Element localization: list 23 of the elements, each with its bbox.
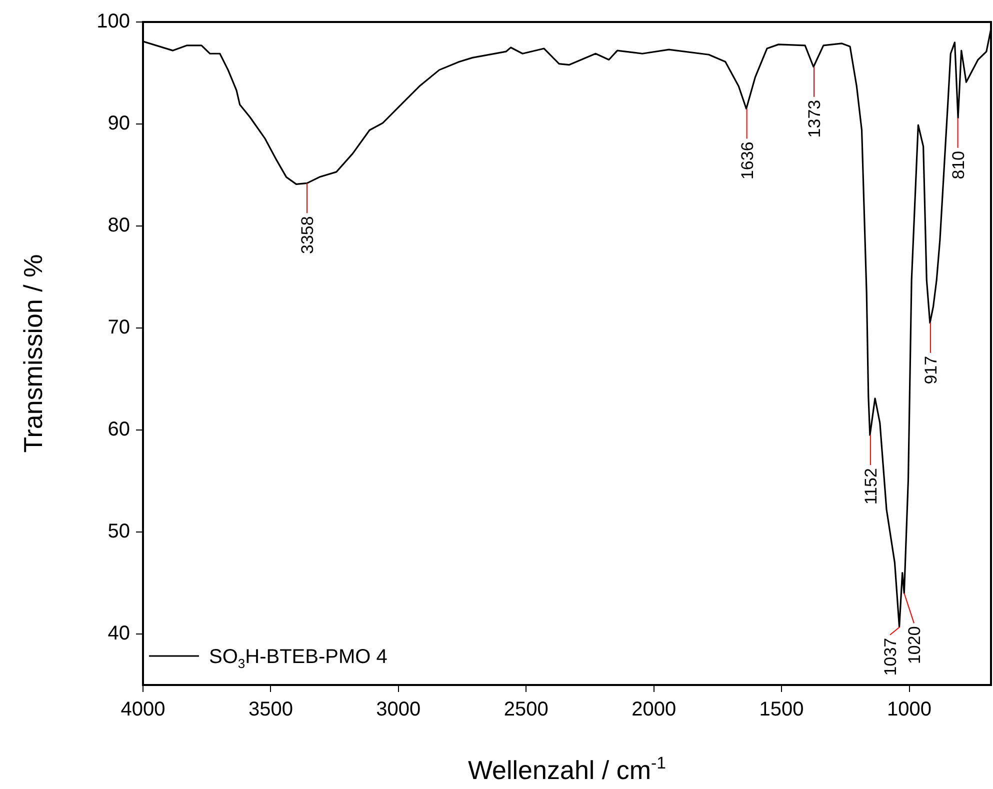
annotation: 1020 bbox=[904, 626, 924, 664]
y-tick-label: 40 bbox=[108, 622, 130, 645]
annotation: 1373 bbox=[804, 100, 824, 138]
y-tick-label: 100 bbox=[96, 10, 130, 33]
annotation: 3358 bbox=[298, 216, 317, 254]
y-tick-label: 80 bbox=[108, 214, 130, 237]
y-tick-label: 50 bbox=[108, 520, 130, 543]
annotation: 810 bbox=[948, 150, 968, 180]
y-tick-label: 60 bbox=[108, 418, 130, 441]
annotation: 1152 bbox=[861, 468, 880, 505]
y-axis-title: Transmission / % bbox=[18, 254, 48, 453]
x-tick-label: 1500 bbox=[759, 698, 804, 721]
x-tick-label: 3000 bbox=[376, 698, 421, 721]
x-tick-label: 1000 bbox=[887, 698, 932, 721]
x-tick-label: 3500 bbox=[248, 698, 293, 721]
x-tick-label: 4000 bbox=[120, 698, 166, 721]
y-tick-label: 90 bbox=[108, 112, 130, 135]
x-tick-label: 2000 bbox=[632, 698, 676, 721]
annotation: 1037 bbox=[880, 638, 900, 676]
x-tick-label: 2500 bbox=[504, 698, 548, 721]
annotation: 1636 bbox=[738, 142, 757, 180]
annotation: 917 bbox=[921, 356, 940, 384]
y-tick-label: 70 bbox=[108, 316, 130, 339]
